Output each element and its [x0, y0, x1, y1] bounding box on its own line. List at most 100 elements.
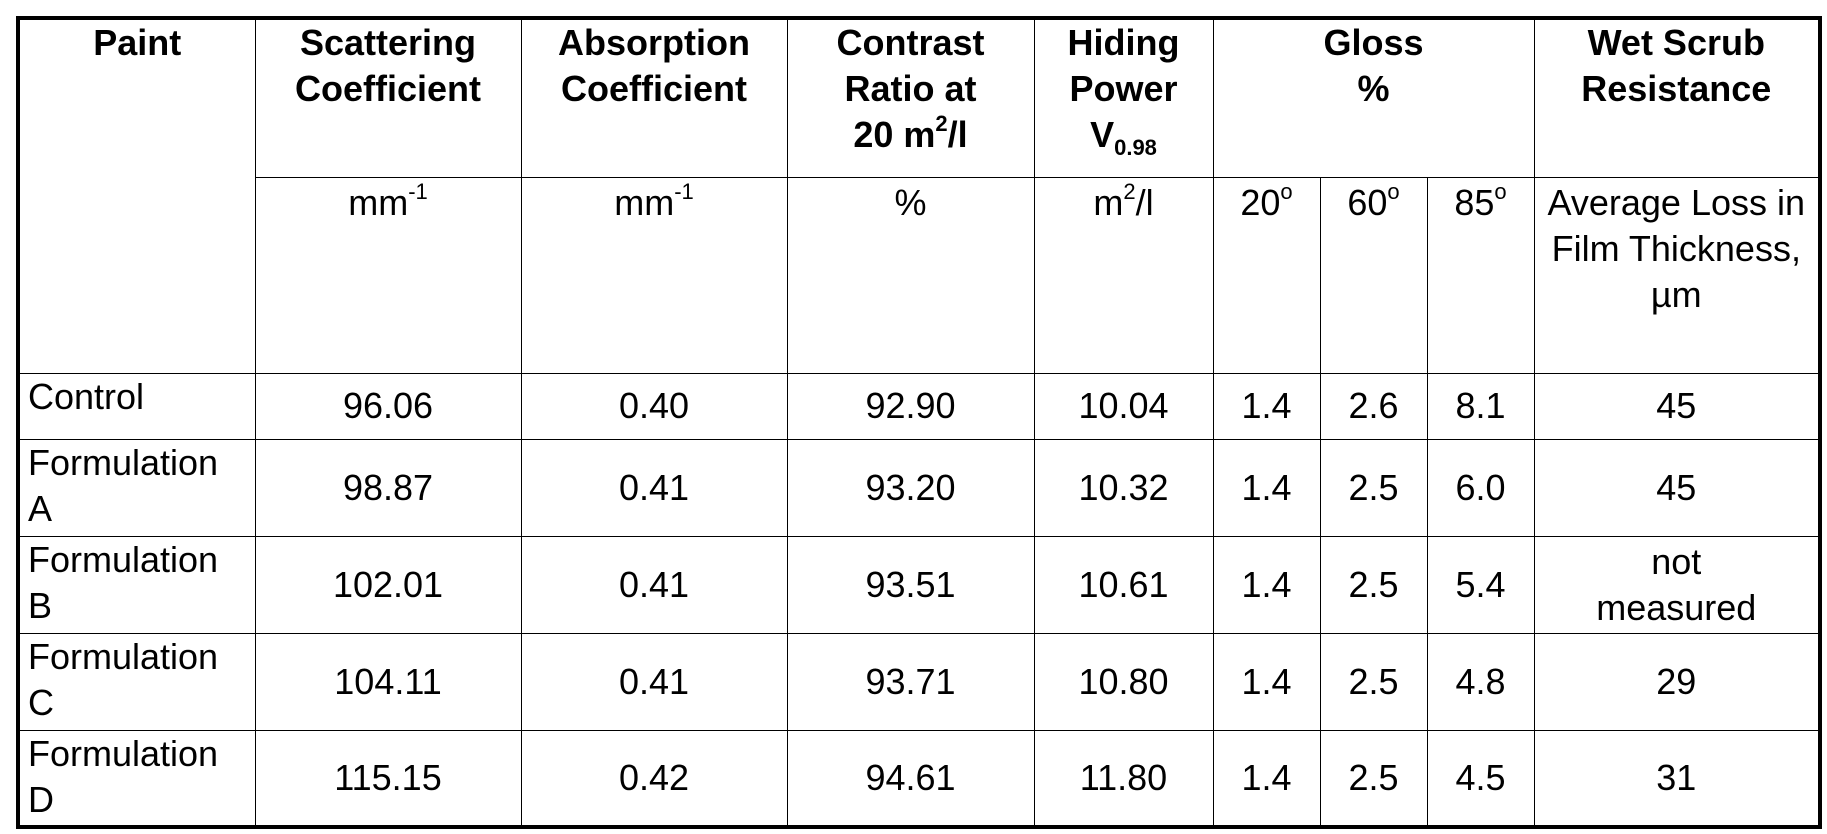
cell-absorption: 0.41	[521, 536, 787, 633]
cell-scattering: 98.87	[255, 439, 521, 536]
unit-absorption-sup: -1	[674, 179, 694, 204]
cell-hiding: 11.80	[1034, 730, 1213, 827]
header-contrast-line2: Ratio at	[794, 66, 1028, 112]
cell-wet-scrub: 45	[1534, 373, 1820, 439]
cell-gloss-85: 4.5	[1427, 730, 1534, 827]
header-gloss-line2: %	[1220, 66, 1528, 112]
header-contrast-line3-sup: 2	[935, 111, 947, 136]
cell-contrast: 92.90	[787, 373, 1034, 439]
unit-contrast-label: %	[894, 182, 926, 223]
unit-gloss-60-value: 60	[1347, 182, 1387, 223]
cell-gloss-85: 6.0	[1427, 439, 1534, 536]
paint-properties-table: Paint Scattering Coefficient Absorption …	[16, 16, 1822, 829]
unit-gloss-60: 60o	[1320, 177, 1427, 373]
unit-gloss-85: 85o	[1427, 177, 1534, 373]
row-name-line1: Formulation	[28, 634, 249, 680]
units-row: mm-1 mm-1 % m2/l 20o 60o 85o Average Los…	[18, 177, 1820, 373]
table-row: FormulationB 102.01 0.41 93.51 10.61 1.4…	[18, 536, 1820, 633]
row-name: FormulationC	[18, 633, 255, 730]
unit-gloss-20-sup: o	[1280, 179, 1292, 204]
table-row: FormulationA 98.87 0.41 93.20 10.32 1.4 …	[18, 439, 1820, 536]
unit-hiding-post: /l	[1136, 182, 1154, 223]
unit-wet-scrub-label: Average Loss in Film Thickness, µm	[1541, 180, 1813, 318]
unit-contrast: %	[787, 177, 1034, 373]
table-row: FormulationC 104.11 0.41 93.71 10.80 1.4…	[18, 633, 1820, 730]
cell-hiding: 10.80	[1034, 633, 1213, 730]
header-absorption-line1: Absorption	[528, 20, 781, 66]
cell-wet-scrub: notmeasured	[1534, 536, 1820, 633]
cell-wet-scrub: 31	[1534, 730, 1820, 827]
cell-contrast: 93.51	[787, 536, 1034, 633]
unit-scattering: mm-1	[255, 177, 521, 373]
cell-scattering: 104.11	[255, 633, 521, 730]
unit-absorption: mm-1	[521, 177, 787, 373]
unit-gloss-85-value: 85	[1454, 182, 1494, 223]
unit-scattering-sup: -1	[408, 179, 428, 204]
header-hiding-line3-sub: 0.98	[1114, 135, 1157, 160]
cell-wet-scrub: 29	[1534, 633, 1820, 730]
header-gloss-line1: Gloss	[1220, 20, 1528, 66]
cell-gloss-60: 2.5	[1320, 730, 1427, 827]
header-paint-label: Paint	[93, 22, 181, 63]
header-scattering-line1: Scattering	[262, 20, 515, 66]
cell-wet-scrub-line1: 45	[1541, 383, 1813, 429]
cell-gloss-60: 2.5	[1320, 536, 1427, 633]
cell-gloss-20: 1.4	[1213, 730, 1320, 827]
unit-gloss-60-sup: o	[1387, 179, 1399, 204]
unit-scattering-base: mm	[348, 182, 408, 223]
cell-gloss-60: 2.6	[1320, 373, 1427, 439]
header-wet-scrub-line1: Wet Scrub	[1541, 20, 1813, 66]
cell-wet-scrub: 45	[1534, 439, 1820, 536]
header-hiding-line3: V0.98	[1041, 112, 1207, 163]
row-name-line2: D	[28, 777, 249, 823]
cell-contrast: 93.71	[787, 633, 1034, 730]
cell-wet-scrub-line1: 45	[1541, 465, 1813, 511]
cell-gloss-20: 1.4	[1213, 536, 1320, 633]
header-scattering: Scattering Coefficient	[255, 18, 521, 177]
cell-gloss-20: 1.4	[1213, 439, 1320, 536]
unit-hiding-sup: 2	[1123, 179, 1135, 204]
cell-wet-scrub-line1: not	[1541, 539, 1813, 585]
table-row: FormulationD 115.15 0.42 94.61 11.80 1.4…	[18, 730, 1820, 827]
cell-wet-scrub-line1: 29	[1541, 659, 1813, 705]
header-contrast-line1: Contrast	[794, 20, 1028, 66]
header-absorption-line2: Coefficient	[528, 66, 781, 112]
cell-contrast: 93.20	[787, 439, 1034, 536]
cell-scattering: 102.01	[255, 536, 521, 633]
header-row: Paint Scattering Coefficient Absorption …	[18, 18, 1820, 177]
unit-hiding-base: m	[1093, 182, 1123, 223]
cell-gloss-20: 1.4	[1213, 633, 1320, 730]
row-name-line2: C	[28, 680, 249, 726]
cell-scattering: 96.06	[255, 373, 521, 439]
header-paint: Paint	[18, 18, 255, 373]
header-contrast-line3-pre: 20 m	[853, 114, 935, 155]
row-name: FormulationA	[18, 439, 255, 536]
unit-wet-scrub: Average Loss in Film Thickness, µm	[1534, 177, 1820, 373]
cell-absorption: 0.42	[521, 730, 787, 827]
cell-contrast: 94.61	[787, 730, 1034, 827]
cell-absorption: 0.41	[521, 633, 787, 730]
cell-hiding: 10.32	[1034, 439, 1213, 536]
header-contrast-line3-post: /l	[948, 114, 968, 155]
row-name: Control	[18, 373, 255, 439]
cell-gloss-60: 2.5	[1320, 439, 1427, 536]
row-name-line1: Control	[28, 374, 249, 420]
row-name-line1: Formulation	[28, 440, 249, 486]
cell-gloss-85: 8.1	[1427, 373, 1534, 439]
cell-absorption: 0.40	[521, 373, 787, 439]
cell-scattering: 115.15	[255, 730, 521, 827]
header-hiding: Hiding Power V0.98	[1034, 18, 1213, 177]
unit-hiding: m2/l	[1034, 177, 1213, 373]
cell-gloss-60: 2.5	[1320, 633, 1427, 730]
unit-gloss-20-value: 20	[1240, 182, 1280, 223]
row-name-line1: Formulation	[28, 731, 249, 777]
cell-gloss-20: 1.4	[1213, 373, 1320, 439]
cell-wet-scrub-line2: measured	[1541, 585, 1813, 631]
row-name: FormulationB	[18, 536, 255, 633]
header-hiding-line1: Hiding	[1041, 20, 1207, 66]
row-name-line1: Formulation	[28, 537, 249, 583]
cell-gloss-85: 5.4	[1427, 536, 1534, 633]
unit-absorption-base: mm	[614, 182, 674, 223]
header-absorption: Absorption Coefficient	[521, 18, 787, 177]
header-contrast: Contrast Ratio at 20 m2/l	[787, 18, 1034, 177]
